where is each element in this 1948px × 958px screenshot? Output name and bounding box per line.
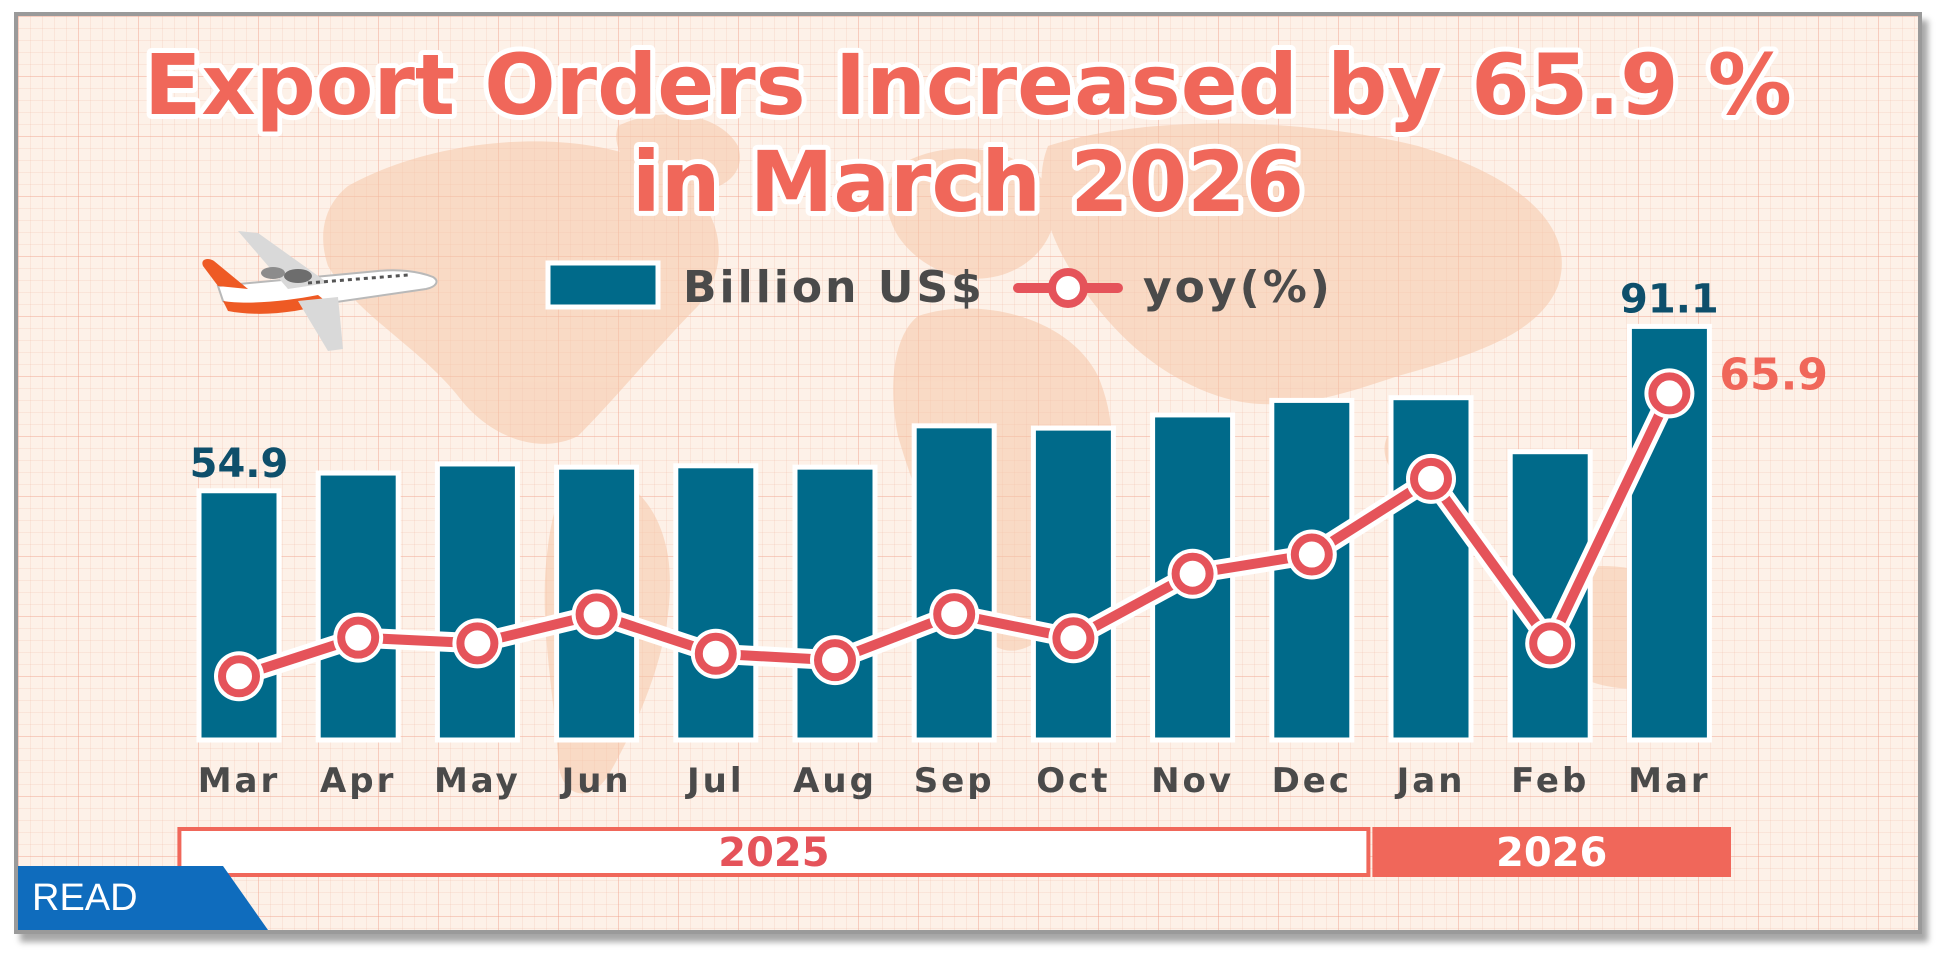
- yoy-point-6: [933, 593, 976, 636]
- yoy-point-2: [456, 622, 499, 665]
- yoy-value-label-12: 65.9: [1719, 349, 1828, 400]
- yoy-point-9: [1290, 533, 1333, 576]
- bar-2: [434, 461, 520, 743]
- bar-6: [911, 423, 997, 743]
- chart-subtitle: in March 2026: [632, 133, 1304, 231]
- year-label-2026: 2026: [1496, 830, 1607, 876]
- year-label-2025: 2025: [718, 830, 829, 876]
- x-tick-12: Mar: [1628, 761, 1711, 801]
- year-group-2026: [1372, 827, 1732, 877]
- x-tick-5: Aug: [793, 761, 877, 801]
- chart: Export Orders Increased by 65.9 % in Mar…: [139, 31, 1828, 877]
- data-labels: 54.9 91.165.9: [190, 276, 1828, 486]
- yoy-point-12: [1648, 372, 1691, 415]
- yoy-point-4: [694, 632, 737, 675]
- yoy-point-5: [814, 639, 856, 682]
- x-tick-9: Dec: [1272, 761, 1352, 801]
- line-series: [214, 368, 1695, 702]
- yoy-point-11: [1529, 622, 1572, 665]
- bar-4: [673, 463, 759, 743]
- x-tick-3: Jun: [560, 761, 632, 801]
- legend-bar-label: Billion US$: [683, 262, 985, 313]
- x-tick-7: Oct: [1036, 761, 1110, 801]
- yoy-point-0: [218, 655, 260, 698]
- legend: Billion US$ yoy(%): [545, 260, 1333, 313]
- year-groups: 2025 2026: [177, 827, 1732, 877]
- infographic-frame: Export Orders Increased by 65.9 % in Mar…: [14, 12, 1922, 934]
- bar-5: [792, 464, 878, 743]
- yoy-point-3: [575, 593, 618, 636]
- x-tick-8: Nov: [1151, 761, 1234, 801]
- bar-0: [196, 488, 282, 743]
- bar-1: [315, 470, 401, 743]
- x-tick-11: Feb: [1511, 761, 1589, 801]
- airplane-icon: [202, 231, 438, 351]
- bar-7: [1030, 425, 1116, 743]
- chart-title: Export Orders Increased by 65.9 %: [144, 36, 1792, 134]
- x-tick-6: Sep: [914, 761, 995, 801]
- bar-series: [196, 323, 1712, 743]
- legend-line-label: yoy(%): [1143, 262, 1333, 313]
- x-tick-4: Jul: [685, 761, 745, 801]
- legend-bar-swatch: [545, 260, 661, 310]
- yoy-point-10: [1410, 457, 1452, 500]
- legend-line-marker: [1048, 268, 1088, 308]
- read-badge[interactable]: READ: [18, 866, 268, 930]
- x-axis-ticks: Mar Apr May Jun Jul Aug Sep Oct Nov Dec Jan Feb Mar: [198, 761, 1711, 801]
- year-group-2025: [177, 827, 1371, 877]
- bar-10: [1388, 395, 1474, 743]
- yoy-point-1: [337, 616, 380, 659]
- yoy-point-7: [1052, 617, 1095, 660]
- x-tick-1: Apr: [320, 761, 396, 801]
- x-tick-10: Jan: [1395, 761, 1466, 801]
- bar-value-label-12: 91.1: [1620, 276, 1719, 322]
- x-tick-0: Mar: [198, 761, 281, 801]
- yoy-point-8: [1171, 552, 1214, 595]
- bar-value-label-0: 54.9: [190, 441, 289, 487]
- x-tick-2: May: [434, 761, 521, 801]
